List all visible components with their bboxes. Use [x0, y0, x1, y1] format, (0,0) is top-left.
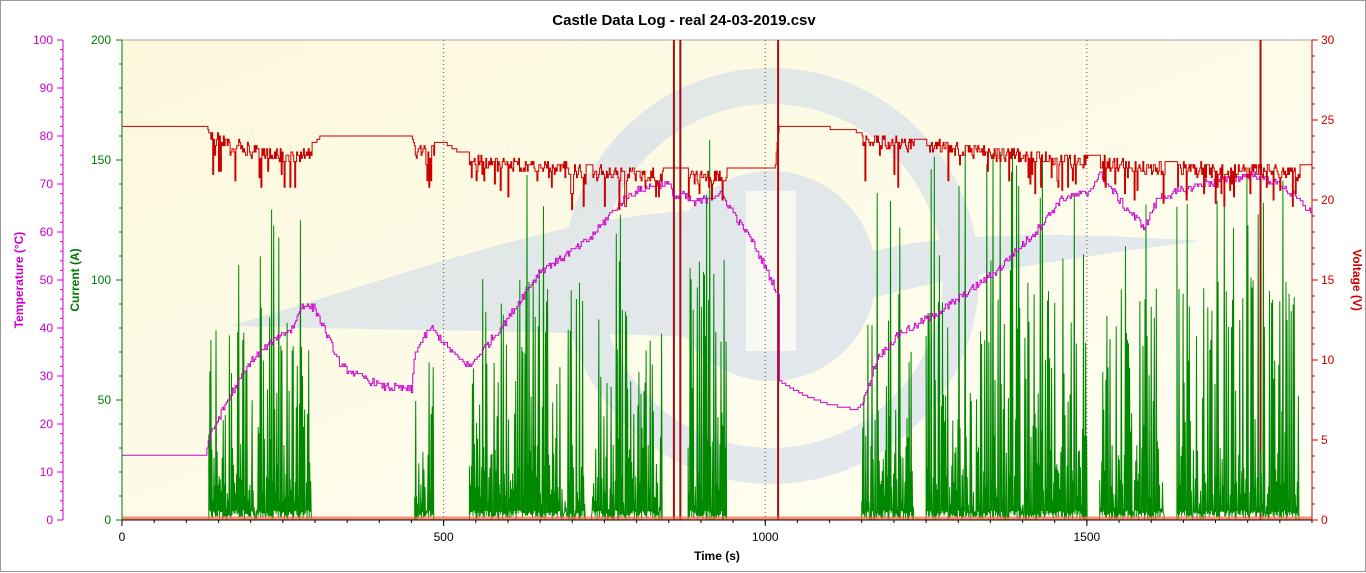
temperature-tick-label: 10	[40, 465, 54, 479]
temperature-tick-label: 40	[40, 321, 54, 335]
temperature-tick-label: 50	[40, 273, 54, 287]
voltage-tick-label: 0	[1321, 513, 1328, 527]
temperature-tick-label: 80	[40, 129, 54, 143]
voltage-tick-label: 25	[1321, 113, 1335, 127]
temperature-tick-label: 70	[40, 177, 54, 191]
voltage-line	[122, 125, 1312, 211]
current-tick-label: 150	[91, 153, 111, 167]
temperature-tick-label: 90	[40, 81, 54, 95]
voltage-tick-label: 15	[1321, 273, 1335, 287]
voltage-tick-label: 20	[1321, 193, 1335, 207]
current-tick-label: 200	[91, 33, 111, 47]
voltage-series	[122, 125, 1312, 211]
temperature-series	[122, 171, 1312, 456]
temperature-axis: 0 10 20 30 40 50 60 70 80 90 100	[33, 33, 64, 527]
x-axis: 0 500 1000 1500	[119, 519, 1313, 544]
chart-title: Castle Data Log - real 24-03-2019.csv	[552, 12, 816, 29]
current-line	[122, 139, 1312, 520]
current-tick-label: 50	[98, 393, 112, 407]
voltage-tick-label: 5	[1321, 433, 1328, 447]
voltage-tick-label: 30	[1321, 33, 1335, 47]
temperature-tick-label: 0	[46, 513, 53, 527]
temperature-axis-label: Temperature (°C)	[12, 232, 26, 329]
temperature-tick-label: 60	[40, 225, 54, 239]
current-axis-label: Current (A)	[68, 248, 82, 311]
temperature-tick-label: 30	[40, 369, 54, 383]
temperature-tick-label: 100	[33, 33, 53, 47]
current-series	[122, 139, 1312, 520]
logo-watermark	[231, 68, 1201, 484]
x-axis-label: Time (s)	[694, 549, 740, 563]
vertical-markers	[672, 40, 1262, 520]
x-tick-label: 1500	[1074, 530, 1101, 544]
temperature-line	[122, 171, 1312, 456]
current-axis: 0 50 100 150 200	[91, 33, 123, 527]
temperature-tick-label: 20	[40, 417, 54, 431]
x-tick-label: 500	[434, 530, 454, 544]
voltage-tick-label: 10	[1321, 353, 1335, 367]
voltage-axis: 0 5 10 15 20 25 30	[1311, 33, 1335, 527]
current-tick-label: 100	[91, 273, 111, 287]
x-tick-label: 0	[119, 530, 126, 544]
current-tick-label: 0	[104, 513, 111, 527]
x-tick-label: 1000	[752, 530, 779, 544]
voltage-axis-label: Voltage (V)	[1350, 249, 1364, 311]
